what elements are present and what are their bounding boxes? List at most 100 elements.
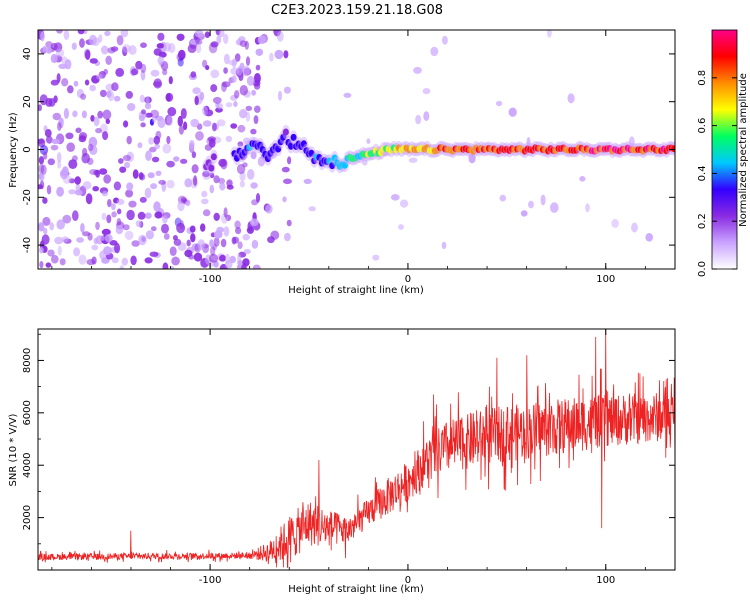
y-tick-label: 8000 [22,348,33,373]
noise-speckle [80,223,85,233]
noise-speckle [59,258,66,266]
noise-speckle [107,199,112,208]
spectrogram-panel: -100 0 100 -40 -20 0 20 40 Height of straight l… [8,29,676,296]
noise-speckle [211,122,217,132]
noise-speckle [495,100,503,107]
noise-speckle [166,135,171,145]
noise-speckle [111,211,117,218]
noise-speckle [209,253,218,263]
snr-series-line [38,329,675,568]
noise-speckle [189,140,195,150]
noise-speckle [77,30,85,35]
snr-line-marks [38,329,675,568]
noise-speckle [118,158,124,164]
x-tick-label: -100 [199,575,222,586]
noise-speckle [236,65,243,76]
noise-speckle [38,156,45,165]
noise-speckle [71,42,77,50]
noise-speckle [49,222,54,231]
noise-speckle [237,253,242,264]
noise-speckle [252,264,261,269]
noise-speckle [105,118,111,125]
noise-speckle [56,152,62,163]
noise-speckle [101,228,111,236]
noise-speckle [254,83,261,90]
noise-speckle [115,67,125,77]
noise-speckle [132,169,139,179]
noise-speckle [283,86,291,94]
noise-speckle [149,118,155,126]
noise-speckle [223,33,229,45]
noise-speckle [62,214,72,224]
noise-speckle [250,128,257,135]
noise-speckle [145,96,150,106]
noise-speckle [104,30,111,37]
noise-speckle [38,184,43,190]
noise-speckle [139,196,147,203]
noise-speckle [173,238,182,246]
noise-speckle [138,114,145,122]
noise-speckle [208,42,218,54]
noise-speckle [242,162,248,168]
noise-speckle [231,75,237,83]
noise-speckle [42,216,51,226]
noise-speckle [43,227,48,235]
noise-speckle [631,222,638,233]
noise-speckle [234,90,240,99]
noise-speckle [111,257,119,264]
noise-speckle [245,105,253,111]
noise-speckle [219,30,225,38]
noise-speckle [611,218,619,228]
noise-speckle [283,50,289,59]
noise-speckle [220,238,227,248]
noise-speckle [56,186,64,197]
noise-speckle [265,204,273,214]
noise-speckle [72,110,78,118]
noise-speckle [61,78,69,87]
noise-speckle [162,143,172,154]
signal-cell [671,145,675,153]
x-tick-label: 100 [596,575,615,586]
noise-speckle [75,127,82,134]
noise-speckle [247,169,255,180]
noise-speckle [156,43,165,49]
noise-speckle [191,164,199,174]
noise-speckle [223,207,228,218]
y-tick-label: 0 [22,146,33,152]
noise-speckle [213,212,220,221]
noise-speckle [140,42,147,48]
y-tick-label: 4000 [22,452,33,477]
noise-speckle [178,125,184,135]
noise-speckle [116,218,122,226]
noise-speckle [508,107,517,117]
noise-speckle [144,257,153,264]
noise-speckle [68,159,78,170]
noise-speckle [161,223,169,234]
noise-speckle [202,170,211,180]
noise-speckle [39,261,44,269]
noise-speckle [528,200,534,209]
noise-speckle [257,35,267,45]
noise-speckle [47,249,55,257]
noise-speckle [95,169,100,178]
noise-speckle [231,58,237,68]
signal-cell [234,154,240,162]
signal-cell [282,128,289,136]
noise-speckle [239,109,248,119]
noise-speckle [126,209,135,221]
noise-speckle [193,252,203,262]
noise-speckle [186,239,191,247]
noise-speckle [93,116,100,127]
noise-speckle [277,90,283,101]
noise-speckle [399,199,409,208]
noise-speckle [79,38,85,48]
noise-speckle [153,81,162,87]
noise-speckle [628,136,635,147]
noise-speckle [111,203,116,211]
noise-speckle [194,95,199,106]
noise-speckle [116,35,124,46]
noise-speckle [176,222,186,234]
noise-speckle [158,179,166,185]
noise-speckle [105,55,112,65]
x-tick-label: 100 [596,274,615,285]
